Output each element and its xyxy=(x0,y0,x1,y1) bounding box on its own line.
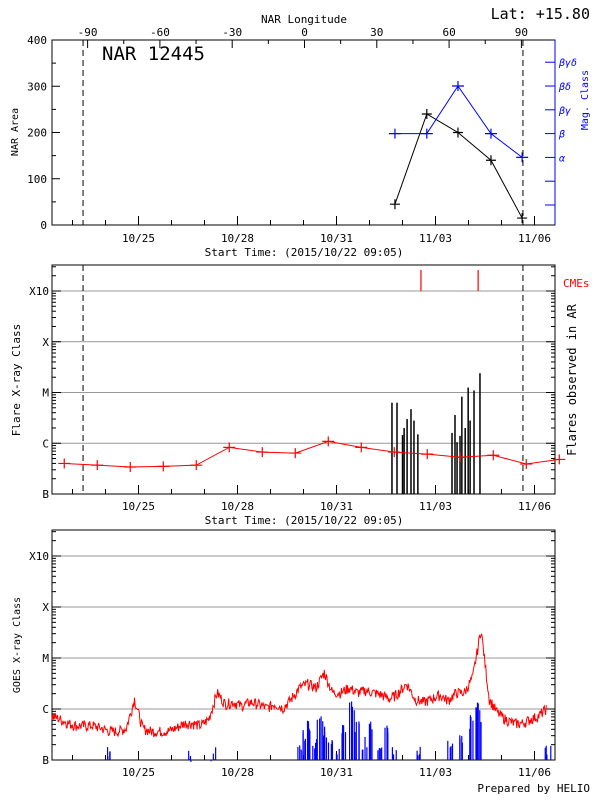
y-tick-label: X xyxy=(42,336,49,349)
area-point xyxy=(517,213,528,224)
y-tick-label: 0 xyxy=(40,219,47,232)
mag-class-point xyxy=(451,81,464,91)
background-flux-point xyxy=(190,460,203,471)
panel1-ylabel: NAR Area xyxy=(10,108,21,156)
y-tick-label: X10 xyxy=(29,550,49,563)
background-flux-point xyxy=(520,459,533,470)
background-flux-point xyxy=(421,449,434,460)
footer-credit: Prepared by HELIO xyxy=(477,782,590,795)
x-tick-label: 11/03 xyxy=(419,232,452,245)
background-flux-point xyxy=(289,448,302,459)
mag-class-tick-label: α xyxy=(559,153,566,164)
x-tick-label: 10/25 xyxy=(122,500,155,513)
y-tick-label: C xyxy=(42,437,49,450)
y-tick-label: M xyxy=(42,652,49,665)
top-tick-label: -90 xyxy=(78,26,98,39)
background-flux-point xyxy=(487,450,500,461)
mag-class-axis-label: Mag. Class xyxy=(580,70,591,130)
background-flux-point xyxy=(124,462,137,473)
y-tick-label: X10 xyxy=(29,285,49,298)
background-flux-point xyxy=(322,436,335,447)
y-tick-label: 200 xyxy=(27,127,47,140)
panel2-right-label: Flares observed in AR xyxy=(565,303,579,455)
mag-class-tick-label: βγδ xyxy=(558,58,577,69)
panel1-xlabel: Start Time: (2015/10/22 09:05) xyxy=(205,246,404,259)
mag-class-tick-label: βδ xyxy=(558,82,571,93)
cme-label: CMEs xyxy=(563,277,590,290)
x-tick-label: 10/31 xyxy=(320,232,353,245)
y-tick-label: M xyxy=(42,387,49,400)
y-tick-label: C xyxy=(42,703,49,716)
top-tick-label: 0 xyxy=(301,26,308,39)
mag-class-series-line xyxy=(394,85,523,158)
mag-class-point xyxy=(484,128,497,139)
background-flux-point xyxy=(454,452,467,463)
background-flux-point xyxy=(58,458,71,469)
x-tick-label: 10/28 xyxy=(221,766,254,779)
background-flux-point xyxy=(223,442,236,453)
background-flux-line xyxy=(64,440,560,468)
y-tick-label: B xyxy=(42,754,49,767)
area-point xyxy=(389,199,400,210)
top-tick-label: 90 xyxy=(515,26,528,39)
background-flux-point xyxy=(355,442,368,453)
mag-class-tick-label: β xyxy=(558,130,565,141)
x-tick-label: 10/25 xyxy=(122,232,155,245)
mag-class-point xyxy=(516,152,529,163)
x-tick-label: 10/25 xyxy=(122,766,155,779)
x-tick-label: 10/31 xyxy=(320,500,353,513)
background-flux-point xyxy=(553,454,566,465)
x-tick-label: 11/06 xyxy=(518,766,551,779)
area-point xyxy=(452,127,463,138)
y-tick-label: B xyxy=(42,488,49,501)
long-channel-flux-line xyxy=(51,633,547,738)
x-tick-label: 10/31 xyxy=(320,766,353,779)
background-flux-point xyxy=(256,447,269,458)
panel1-frame xyxy=(51,39,556,226)
background-flux-point xyxy=(388,447,401,458)
background-flux-point xyxy=(157,461,170,472)
y-tick-label: 400 xyxy=(27,34,47,47)
panel3-ylabel: GOES X-ray Class xyxy=(12,597,23,693)
x-tick-label: 10/28 xyxy=(221,232,254,245)
panel2-ylabel: Flare X-ray Class xyxy=(10,324,23,437)
mag-class-point xyxy=(420,128,433,139)
y-tick-label: 100 xyxy=(27,173,47,186)
region-label: NAR 12445 xyxy=(102,43,205,65)
top-tick-label: -60 xyxy=(150,26,170,39)
top-tick-label: 60 xyxy=(442,26,455,39)
x-tick-label: 11/03 xyxy=(419,500,452,513)
y-tick-label: 300 xyxy=(27,80,47,93)
latitude-label: Lat: +15.80 xyxy=(491,5,590,23)
mag-class-tick-label: βγ xyxy=(558,106,571,117)
x-tick-label: 10/28 xyxy=(221,500,254,513)
x-tick-label: 11/03 xyxy=(419,766,452,779)
mag-class-point xyxy=(388,128,401,139)
x-tick-label: 11/06 xyxy=(518,500,551,513)
top-tick-label: -30 xyxy=(222,26,242,39)
top-tick-label: 30 xyxy=(370,26,383,39)
area-point xyxy=(421,109,432,119)
x-tick-label: 11/06 xyxy=(518,232,551,245)
longitude-axis-label: NAR Longitude xyxy=(261,13,347,26)
y-tick-label: X xyxy=(42,601,49,614)
area-point xyxy=(485,155,496,166)
panel2-xlabel: Start Time: (2015/10/22 09:05) xyxy=(205,514,404,527)
background-flux-point xyxy=(91,460,104,471)
